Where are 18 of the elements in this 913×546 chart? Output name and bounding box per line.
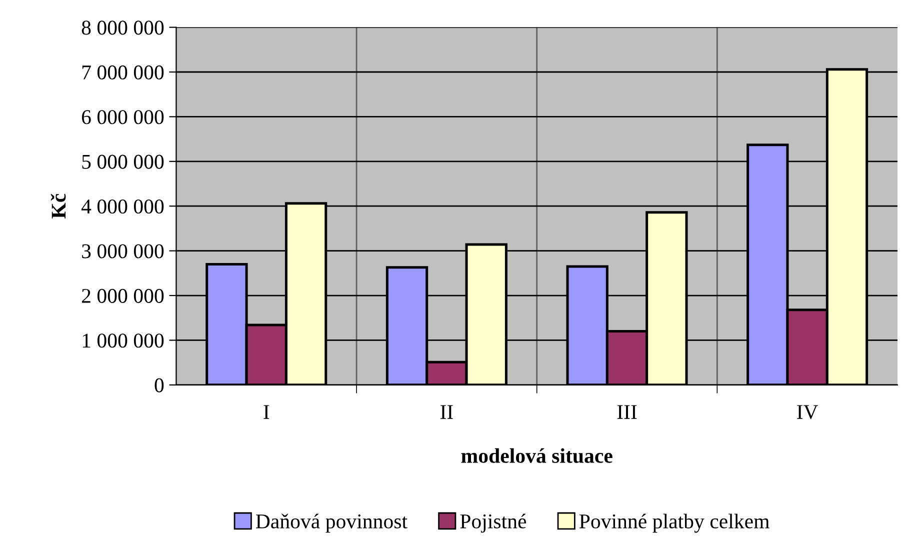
x-tick-label: II — [440, 405, 453, 419]
y-tick-label: 0 — [154, 378, 164, 392]
y-tick-label: 6 000 000 — [82, 110, 164, 124]
legend-label: Pojistné — [460, 514, 526, 533]
y-tick-label: 2 000 000 — [82, 288, 164, 303]
y-tick-label: 3 000 000 — [82, 244, 164, 258]
y-tick-label: 7 000 000 — [82, 65, 164, 80]
y-tick-label: 8 000 000 — [82, 20, 164, 35]
y-tick-label: 4 000 000 — [81, 199, 164, 214]
x-tick-label: III — [617, 405, 637, 419]
legend-label: Povinné platby celkem — [579, 514, 770, 533]
x-tick-label: IV — [797, 405, 818, 420]
legend-label: Daňová povinnost — [256, 514, 408, 533]
y-axis-title: Kč — [50, 194, 66, 218]
x-tick-label: I — [264, 405, 270, 419]
y-tick-label: 1 000 000 — [82, 334, 164, 348]
y-tick-label: 5 000 000 — [82, 154, 164, 169]
x-axis-title: modelová situace — [461, 448, 612, 463]
